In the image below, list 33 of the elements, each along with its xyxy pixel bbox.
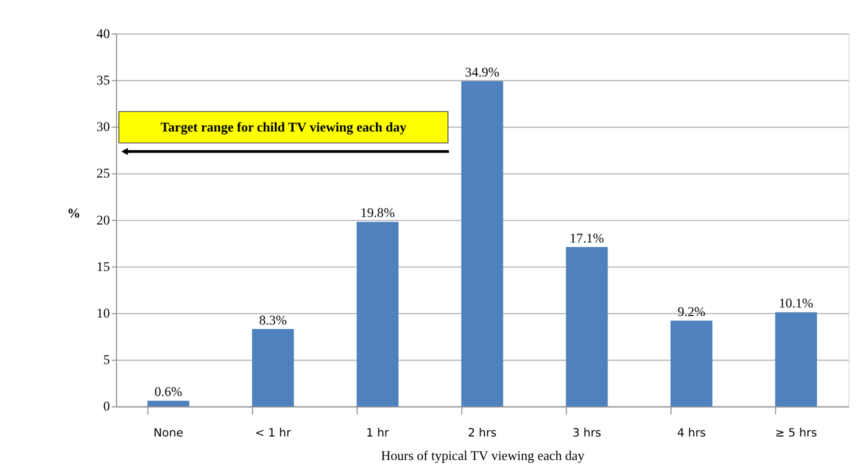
x-tick-label: None <box>153 425 184 440</box>
y-tick-label: 10 <box>96 305 110 320</box>
y-tick-label: 20 <box>96 212 110 228</box>
x-tick-label: < 1 hr <box>254 425 292 440</box>
data-label: 0.6% <box>154 384 182 400</box>
y-axis-title: % <box>67 206 80 221</box>
x-tick-label: 1 hr <box>366 425 390 440</box>
x-tick-label: ≥ 5 hrs <box>775 425 818 440</box>
data-label: 10.1% <box>778 296 814 310</box>
bar <box>147 400 190 406</box>
y-tick-label: 15 <box>96 258 110 274</box>
x-axis-title: Hours of typical TV viewing each day <box>381 448 585 464</box>
y-tick-label: 30 <box>96 119 110 134</box>
bar <box>252 329 294 406</box>
data-label: 19.8% <box>360 205 395 220</box>
y-tick-label: 40 <box>96 26 110 41</box>
annotation: Target range for child TV viewing each day <box>160 120 407 135</box>
bar <box>566 247 608 406</box>
x-tick-label: 4 hrs <box>677 425 706 440</box>
y-tick-label: 5 <box>103 352 110 368</box>
data-label: 8.3% <box>259 312 287 328</box>
bar <box>775 312 818 406</box>
x-tick-label: 2 hrs <box>468 425 497 440</box>
y-tick-label: 0 <box>103 398 110 414</box>
bar <box>356 222 399 406</box>
data-label: 34.9% <box>465 64 500 80</box>
data-label: 9.2% <box>678 304 706 319</box>
x-tick-label: 3 hrs <box>572 425 602 440</box>
bar <box>670 320 712 406</box>
data-label: 17.1% <box>570 230 604 246</box>
y-tick-label: 35 <box>96 72 110 88</box>
bar <box>461 81 504 406</box>
y-tick-label: 25 <box>96 166 110 181</box>
